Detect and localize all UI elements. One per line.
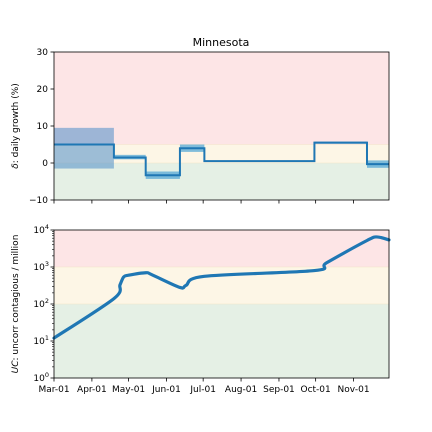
growth-y-tick-label: 30 <box>37 48 49 58</box>
contagious-panel: 100 101 102 103 104 Mar-01 Apr-01 May-01 Jun-01… <box>11 223 391 395</box>
x-tick-label: Apr-01 <box>77 385 107 395</box>
growth-x-ticks <box>53 200 354 204</box>
contagious-y-tick-label: 103 <box>33 260 49 273</box>
x-tick-label: Mar-01 <box>38 385 69 395</box>
growth-panel: Minnesota −10 0 10 20 30 δ: daily growth (%) <box>11 36 390 206</box>
contagious-y-tick-label: 104 <box>33 223 49 236</box>
growth-zone-2 <box>54 163 389 200</box>
contagious-x-ticks: Mar-01 Apr-01 May-01 Jun-01 Jul-01 Aug-01 Sep-… <box>38 378 370 395</box>
growth-y-tick-label: −10 <box>29 196 48 206</box>
contagious-zone-2 <box>54 304 389 378</box>
contagious-y-tick-label: 100 <box>33 371 49 384</box>
x-tick-label: Jun-01 <box>151 385 181 395</box>
growth-y-tick-label: 20 <box>37 85 49 95</box>
chart-title: Minnesota <box>193 36 250 49</box>
contagious-zone-1 <box>54 267 389 304</box>
contagious-y-ticks: 100 101 102 103 104 <box>33 223 54 384</box>
x-tick-label: Aug-01 <box>225 385 257 395</box>
growth-line <box>54 141 389 177</box>
growth-risk-zones <box>54 52 389 200</box>
contagious-y-axis-label: UC: uncorr contagious / million <box>11 235 21 374</box>
contagious-y-tick-label: 101 <box>33 334 49 347</box>
x-tick-label: Oct-01 <box>301 385 331 395</box>
x-tick-label: May-01 <box>112 385 145 395</box>
growth-band-0 <box>54 127 114 169</box>
contagious-series <box>52 235 391 340</box>
growth-y-axis-label: δ: daily growth (%) <box>11 83 21 169</box>
contagious-risk-zones <box>54 230 389 378</box>
growth-y-tick-label: 0 <box>42 159 48 169</box>
growth-y-tick-label: 10 <box>37 122 49 132</box>
contagious-line <box>52 235 391 340</box>
x-tick-label: Jul-01 <box>189 385 216 395</box>
contagious-zone-0 <box>54 230 389 267</box>
contagious-y-tick-label: 102 <box>33 297 49 310</box>
x-tick-label: Sep-01 <box>263 385 295 395</box>
growth-y-ticks: −10 0 10 20 30 <box>29 48 54 206</box>
growth-series <box>54 141 389 177</box>
x-tick-label: Nov-01 <box>338 385 370 395</box>
